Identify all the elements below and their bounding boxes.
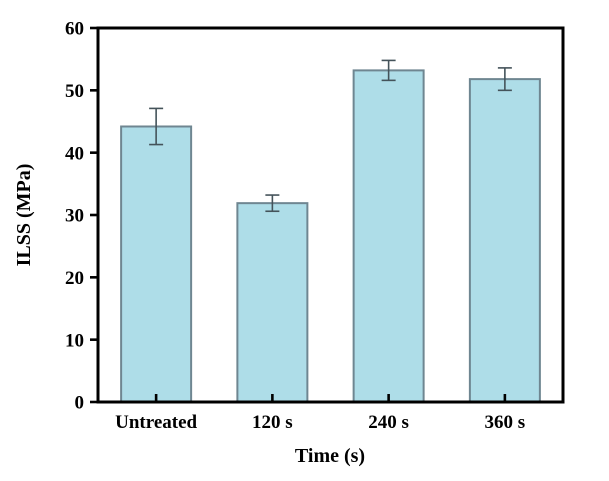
y-tick-label-0: 0: [75, 393, 85, 414]
bar-120-s: [236, 202, 309, 403]
bars-layer: [120, 69, 541, 404]
y-tick-label-60: 60: [65, 19, 84, 40]
x-category-label-3: 240 s: [368, 412, 409, 433]
axes-layer: 0 10 20 30 40 50 60 Untreated 120 s 240 s 360 s: [65, 19, 565, 433]
x-category-label-1: Untreated: [115, 412, 197, 433]
y-tick-label-10: 10: [65, 330, 84, 351]
y-tick-label-20: 20: [65, 268, 84, 289]
x-category-label-2: 120 s: [252, 412, 293, 433]
bar-360-s: [468, 78, 541, 403]
bar-untreated: [120, 125, 193, 403]
y-tick-label-30: 30: [65, 206, 84, 227]
error-bar-untreated: [149, 107, 164, 146]
x-axis-title: Time (s): [295, 445, 365, 467]
plot-frame: [96, 26, 565, 404]
error-bar-360-s: [497, 67, 512, 92]
y-tick-label-40: 40: [65, 143, 84, 164]
x-category-label-4: 360 s: [485, 412, 526, 433]
error-bar-120-s: [265, 194, 280, 213]
y-axis-title: ILSS (MPa): [13, 164, 35, 267]
error-bars-layer: [149, 59, 512, 213]
y-tick-label-50: 50: [65, 81, 84, 102]
error-bar-240-s: [381, 59, 396, 82]
bar-240-s: [352, 69, 425, 404]
